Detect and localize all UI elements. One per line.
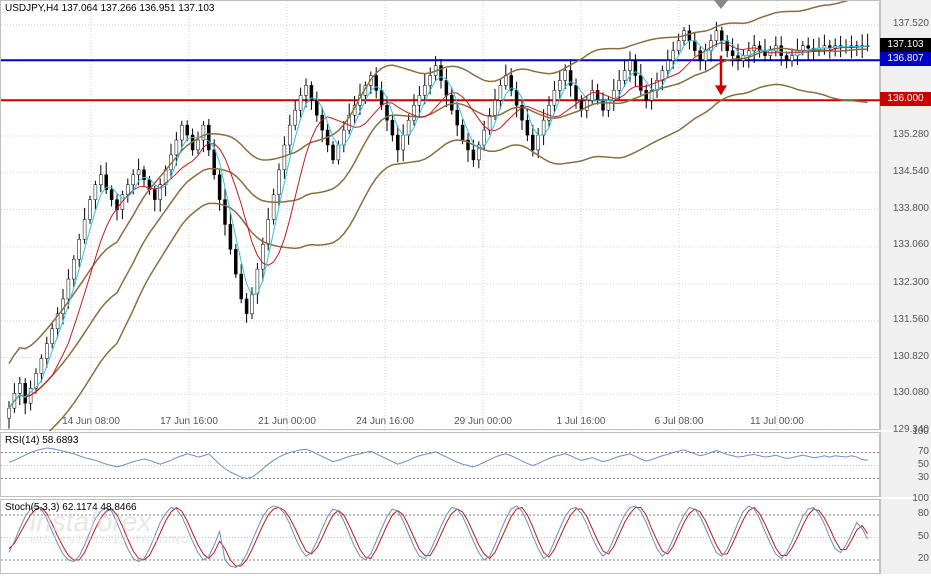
symbol-name: USDJPY,H4 <box>5 3 59 14</box>
level-tag: 136.000 <box>880 92 931 106</box>
stoch-label: Stoch(5,3,3) 62.1174 48.8466 <box>5 502 137 513</box>
rsi-chart-svg <box>1 433 881 498</box>
stoch-chart[interactable]: Stoch(5,3,3) 62.1174 48.8466 <box>0 499 880 574</box>
current-price-tag: 137.103 <box>880 38 931 52</box>
rsi-label: RSI(14) 58.6893 <box>5 435 78 446</box>
rsi-chart[interactable]: RSI(14) 58.6893 <box>0 432 880 497</box>
main-chart-svg <box>1 1 881 431</box>
marker-triangle <box>713 0 729 9</box>
symbol-title: USDJPY,H4 137.064 137.266 136.951 137.10… <box>5 3 214 14</box>
y-axis-stoch: 100805020 <box>880 499 931 574</box>
ohlc-values: 137.064 137.266 136.951 137.103 <box>62 3 215 14</box>
main-price-chart[interactable]: USDJPY,H4 137.064 137.266 136.951 137.10… <box>0 0 880 430</box>
y-axis-rsi: 100705030 <box>880 432 931 497</box>
level-tag: 136.807 <box>880 52 931 66</box>
